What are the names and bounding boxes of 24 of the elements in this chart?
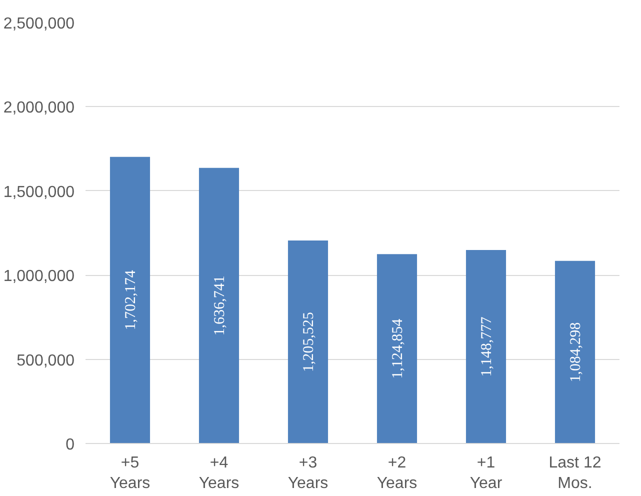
bar bbox=[288, 240, 328, 444]
data-label: 1,148,777 bbox=[479, 316, 495, 377]
y-tick-label: 2,000,000 bbox=[3, 100, 75, 117]
x-tick-label: +3 Years bbox=[288, 454, 328, 492]
bar bbox=[554, 260, 596, 444]
y-tick-label: 1,500,000 bbox=[3, 184, 75, 201]
x-tick-label: +1 Year bbox=[470, 454, 503, 492]
y-tick-label: 0 bbox=[66, 436, 75, 454]
x-tick-label: +4 Years bbox=[198, 454, 240, 492]
bar bbox=[198, 168, 240, 444]
data-label: 1,636,741 bbox=[212, 276, 228, 336]
data-label: 1,084,298 bbox=[568, 322, 584, 382]
y-tick-label: 2,500,000 bbox=[3, 16, 75, 32]
y-tick-label: 500,000 bbox=[16, 352, 75, 370]
x-tick-label: +2 Years bbox=[376, 454, 418, 492]
bar bbox=[466, 250, 506, 444]
data-label: 1,124,854 bbox=[390, 318, 406, 379]
data-label: 1,205,525 bbox=[301, 312, 317, 372]
y-tick-label: 1,000,000 bbox=[3, 268, 75, 286]
data-label: 1,702,174 bbox=[123, 270, 139, 330]
bar bbox=[376, 254, 418, 444]
bar bbox=[110, 156, 150, 444]
x-tick-label: +5 Years bbox=[110, 454, 150, 492]
x-tick-label: Last 12 Mos. bbox=[548, 454, 602, 492]
